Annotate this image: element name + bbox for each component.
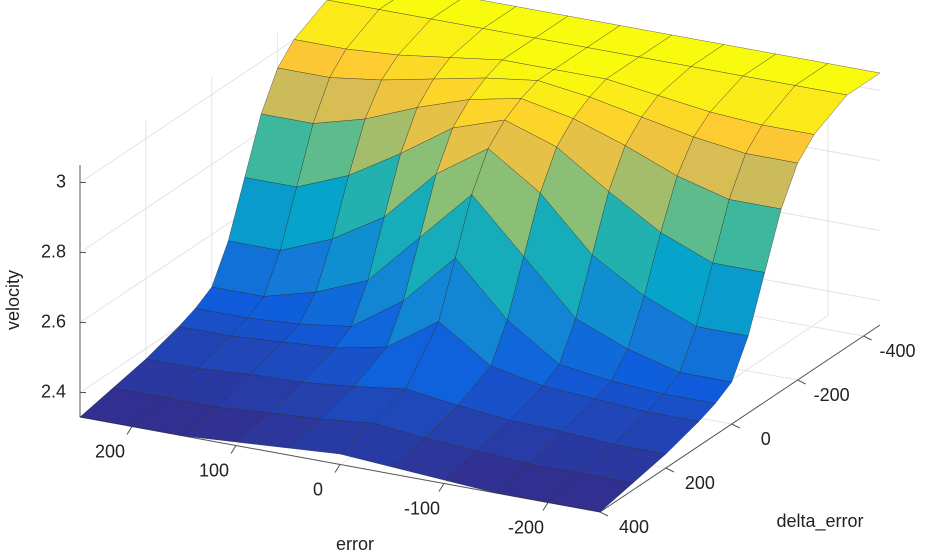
z-tick-label: 3 xyxy=(56,171,66,191)
y-axis-label: delta_error xyxy=(776,511,863,532)
x-tick xyxy=(334,464,341,473)
x-tick xyxy=(438,483,445,492)
x-tick-label: -100 xyxy=(404,498,440,518)
x-tick-label: 200 xyxy=(95,441,125,461)
z-axis-label: velocity xyxy=(3,270,23,330)
x-tick-label: -200 xyxy=(508,517,544,537)
y-tick xyxy=(731,423,740,429)
z-tick-label: 2.4 xyxy=(41,381,66,401)
surface-patch xyxy=(547,473,634,513)
y-tick-label: 200 xyxy=(685,473,715,493)
x-tick xyxy=(542,502,549,511)
x-tick-label: 100 xyxy=(199,460,229,480)
y-tick-label: -400 xyxy=(880,341,916,361)
x-tick-label: 0 xyxy=(313,479,323,499)
z-tick-label: 2.6 xyxy=(41,311,66,331)
y-tick-label: 0 xyxy=(761,429,771,449)
y-tick xyxy=(863,335,872,341)
y-tick xyxy=(599,511,609,517)
y-tick xyxy=(665,467,675,473)
x-axis-label: error xyxy=(336,534,374,554)
y-tick-label: 400 xyxy=(619,517,649,537)
axis-line xyxy=(599,324,881,513)
y-tick xyxy=(797,379,806,385)
y-tick-label: -200 xyxy=(814,385,850,405)
x-tick xyxy=(230,445,237,454)
z-tick-label: 2.8 xyxy=(41,241,66,261)
x-tick xyxy=(126,426,133,435)
